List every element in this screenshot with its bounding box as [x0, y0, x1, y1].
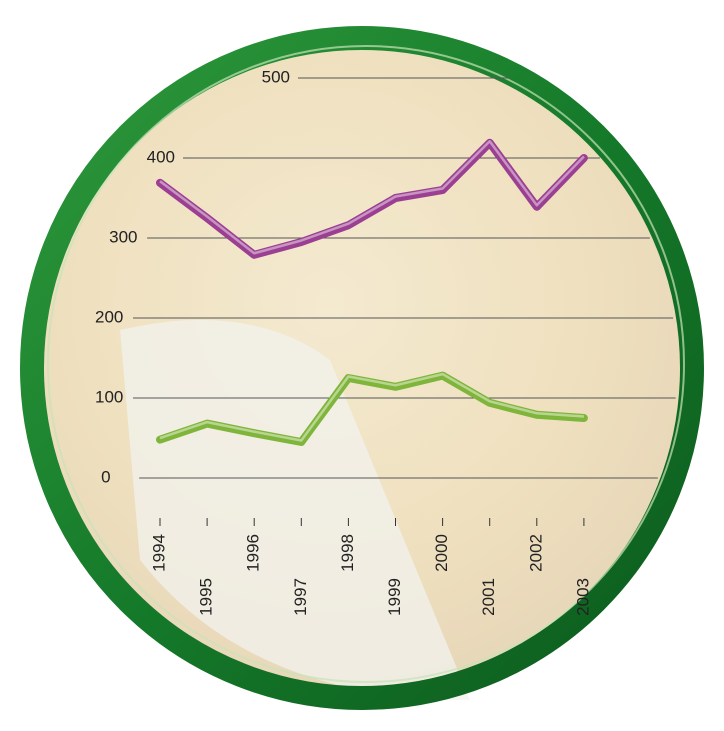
x-tick-label: 2001	[479, 578, 498, 616]
series-line	[156, 138, 588, 259]
y-tick-label: 100	[95, 387, 123, 406]
x-tick-label: 2000	[432, 534, 451, 572]
y-tick-label: 200	[95, 307, 123, 326]
x-tick-label: 1995	[197, 578, 216, 616]
x-tick-label: 1997	[291, 578, 310, 616]
frame-highlight	[47, 45, 685, 683]
x-tick-label: 1994	[149, 534, 168, 572]
series-line-highlight	[159, 372, 584, 442]
series-line	[156, 371, 588, 446]
series-line-highlight	[159, 140, 585, 255]
y-tick-label: 300	[109, 227, 137, 246]
y-tick-label: 0	[101, 467, 110, 486]
y-tick-label: 400	[147, 147, 175, 166]
x-tick-label: 1996	[244, 534, 263, 572]
x-tick-label: 2002	[526, 534, 545, 572]
background-paper	[120, 320, 470, 700]
x-tick-label: 1998	[338, 534, 357, 572]
x-tick-label: 2003	[573, 578, 592, 616]
x-tick-label: 1999	[385, 578, 404, 616]
frame-ring	[20, 26, 704, 710]
y-tick-label: 500	[262, 67, 290, 86]
